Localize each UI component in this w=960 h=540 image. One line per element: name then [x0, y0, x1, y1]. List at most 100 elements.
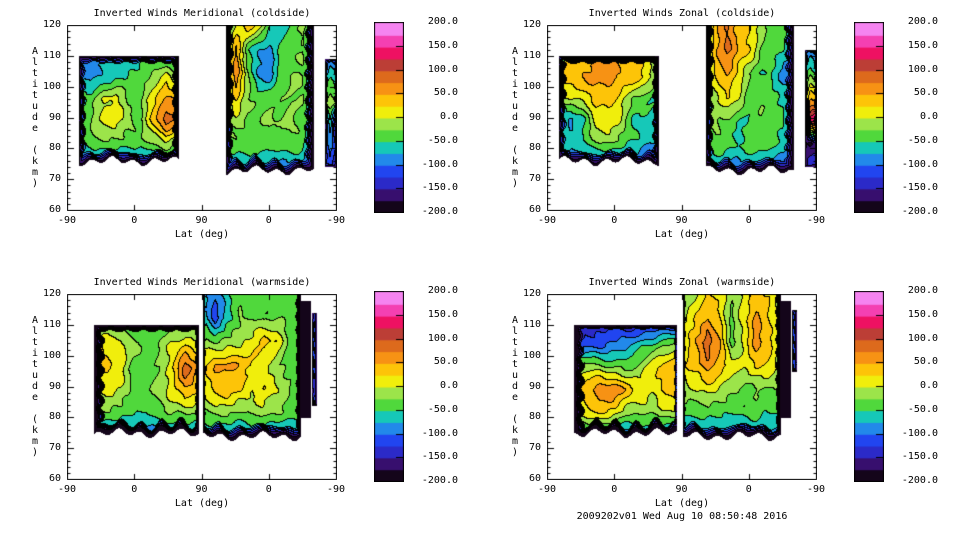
- x-tick-label: -90: [806, 484, 826, 495]
- colorbar-tick-label: 200.0: [427, 16, 458, 27]
- y-tick-label: 110: [42, 318, 61, 330]
- contour-canvas-meridional-warmside: [67, 294, 337, 480]
- colorbar-tick-label: -200.0: [421, 475, 458, 486]
- y-tick-label: 100: [522, 80, 541, 92]
- panel-title: Inverted Winds Zonal (coldside): [588, 8, 776, 19]
- colorbar-tick-label: 50.0: [433, 356, 458, 368]
- x-tick-label: 0: [611, 215, 618, 226]
- y-tick-label: 100: [522, 349, 541, 361]
- colorbar-tick-label: 150.0: [427, 39, 458, 51]
- contour-canvas-zonal-warmside: [547, 294, 817, 480]
- colorbar-tick-label: 100.0: [427, 63, 458, 75]
- y-tick-label: 120: [522, 19, 541, 30]
- y-tick-label: 70: [48, 442, 61, 454]
- x-axis-label: Lat (deg): [174, 498, 230, 509]
- y-tick-label: 100: [42, 80, 61, 92]
- y-tick-label: 90: [528, 380, 541, 392]
- contour-canvas-zonal-coldside: [547, 25, 817, 211]
- y-axis-label: A l t i t u d e ( k m ): [511, 46, 519, 189]
- y-tick-label: 80: [48, 411, 61, 423]
- colorbar-tick-label: 0.0: [919, 380, 938, 391]
- colorbar-tick-label: -200.0: [901, 475, 938, 486]
- y-tick-label: 80: [48, 142, 61, 154]
- colorbar-tick-label: 100.0: [907, 332, 938, 344]
- panel-zonal-coldside: Inverted Winds Zonal (coldside) Lat (deg…: [512, 8, 938, 240]
- colorbar-tick-label: 150.0: [907, 39, 938, 51]
- y-tick-label: 90: [48, 380, 61, 392]
- colorbar-tick-label: 100.0: [907, 63, 938, 75]
- y-tick-label: 70: [528, 173, 541, 185]
- colorbar-tick-label: 0.0: [439, 380, 458, 391]
- x-tick-label: 0: [131, 215, 138, 226]
- y-tick-label: 110: [42, 49, 61, 61]
- colorbar: [854, 291, 884, 482]
- colorbar-tick-label: -50.0: [427, 134, 458, 146]
- x-tick-label: 0: [611, 484, 618, 495]
- x-tick-label: 90: [675, 215, 688, 226]
- colorbar: [374, 291, 404, 482]
- y-tick-label: 110: [522, 318, 541, 330]
- y-tick-label: 120: [522, 288, 541, 299]
- y-tick-label: 90: [48, 111, 61, 123]
- x-tick-label: 0: [131, 484, 138, 495]
- y-tick-label: 60: [48, 204, 61, 215]
- y-axis-label: A l t i t u d e ( k m ): [31, 315, 39, 458]
- y-tick-label: 100: [42, 349, 61, 361]
- x-tick-label: -90: [57, 484, 77, 495]
- y-tick-label: 60: [528, 204, 541, 215]
- panel-zonal-warmside: Inverted Winds Zonal (warmside) Lat (deg…: [512, 277, 938, 509]
- x-tick-label: 0: [745, 484, 752, 495]
- x-axis-label: Lat (deg): [654, 229, 710, 240]
- x-tick-label: 0: [265, 215, 272, 226]
- colorbar-tick-label: -100.0: [421, 158, 458, 170]
- x-tick-label: 90: [675, 484, 688, 495]
- colorbar-tick-label: 100.0: [427, 332, 458, 344]
- y-tick-label: 70: [528, 442, 541, 454]
- x-tick-label: 0: [265, 484, 272, 495]
- x-tick-label: -90: [806, 215, 826, 226]
- y-tick-label: 110: [522, 49, 541, 61]
- colorbar: [374, 22, 404, 213]
- x-tick-label: 90: [195, 215, 208, 226]
- colorbar-tick-label: 150.0: [907, 308, 938, 320]
- panel-title: Inverted Winds Meridional (coldside): [93, 8, 311, 19]
- y-axis-label: A l t i t u d e ( k m ): [511, 315, 519, 458]
- panel-meridional-warmside: Inverted Winds Meridional (warmside) Lat…: [32, 277, 458, 509]
- colorbar-tick-label: -50.0: [427, 403, 458, 415]
- y-tick-label: 80: [528, 411, 541, 423]
- colorbar-tick-label: -150.0: [901, 451, 938, 463]
- panel-title: Inverted Winds Meridional (warmside): [93, 277, 311, 288]
- colorbar-tick-label: 200.0: [907, 16, 938, 27]
- colorbar-tick-label: 0.0: [919, 111, 938, 122]
- colorbar-tick-label: 50.0: [913, 356, 938, 368]
- colorbar-tick-label: -150.0: [421, 451, 458, 463]
- x-tick-label: 90: [195, 484, 208, 495]
- x-tick-label: -90: [537, 484, 557, 495]
- colorbar-tick-label: -150.0: [421, 182, 458, 194]
- colorbar-tick-label: 200.0: [907, 285, 938, 296]
- x-tick-label: -90: [326, 215, 346, 226]
- colorbar-tick-label: -200.0: [421, 206, 458, 217]
- x-tick-label: -90: [57, 215, 77, 226]
- colorbar-tick-label: 50.0: [433, 87, 458, 99]
- colorbar-tick-label: 150.0: [427, 308, 458, 320]
- y-tick-label: 60: [528, 473, 541, 484]
- x-axis-label: Lat (deg): [654, 498, 710, 509]
- panel-meridional-coldside: Inverted Winds Meridional (coldside) Lat…: [32, 8, 458, 240]
- x-tick-label: -90: [326, 484, 346, 495]
- colorbar-tick-label: 0.0: [439, 111, 458, 122]
- colorbar-tick-label: 50.0: [913, 87, 938, 99]
- y-tick-label: 90: [528, 111, 541, 123]
- y-tick-label: 70: [48, 173, 61, 185]
- colorbar: [854, 22, 884, 213]
- colorbar-tick-label: -100.0: [421, 427, 458, 439]
- y-tick-label: 80: [528, 142, 541, 154]
- y-tick-label: 60: [48, 473, 61, 484]
- colorbar-tick-label: -200.0: [901, 206, 938, 217]
- colorbar-tick-label: -50.0: [907, 134, 938, 146]
- colorbar-tick-label: 200.0: [427, 285, 458, 296]
- x-tick-label: 0: [745, 215, 752, 226]
- y-axis-label: A l t i t u d e ( k m ): [31, 46, 39, 189]
- colorbar-tick-label: -150.0: [901, 182, 938, 194]
